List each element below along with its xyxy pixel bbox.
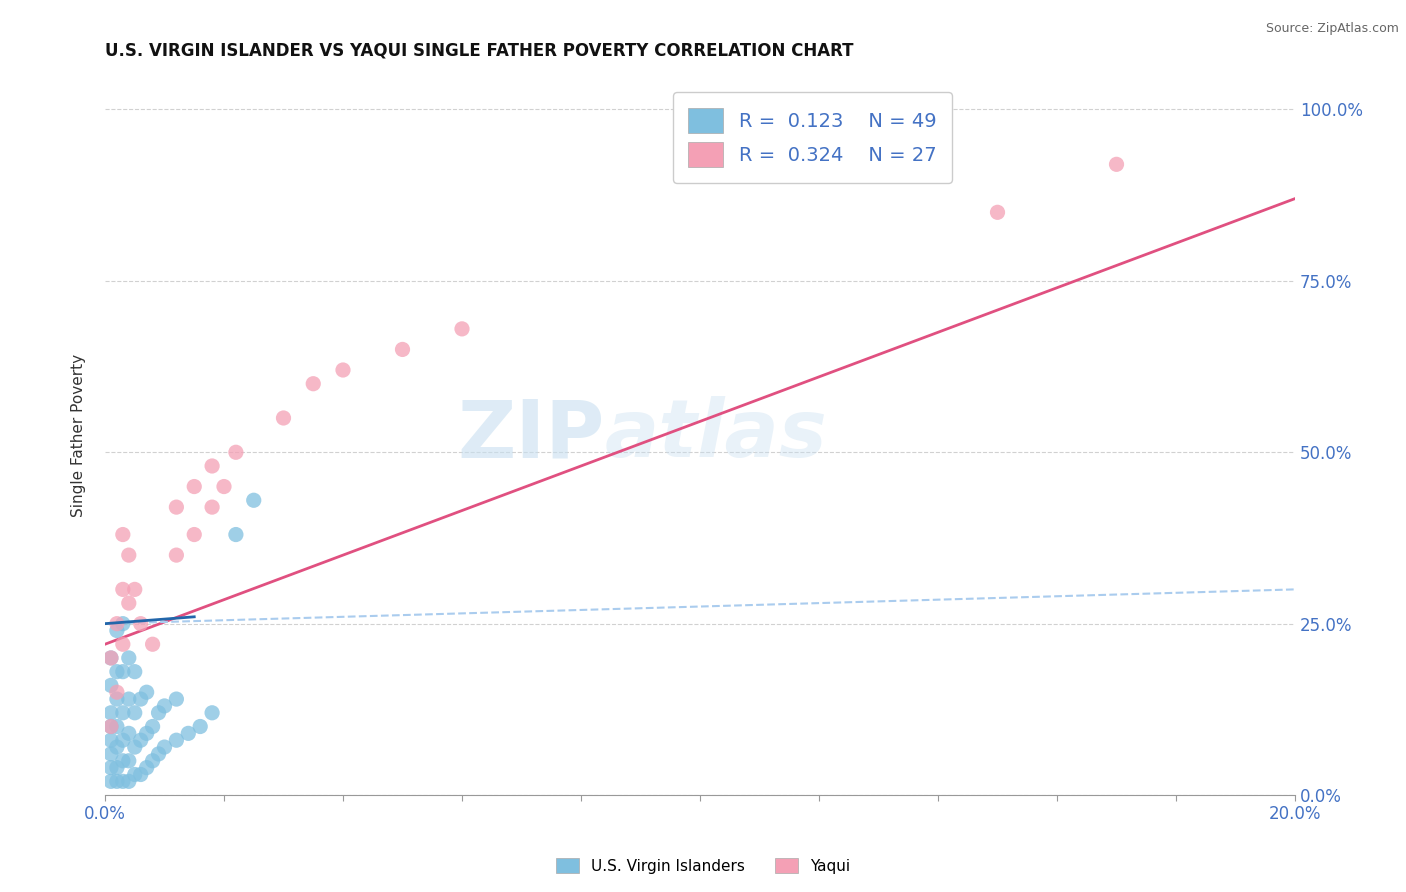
Point (135, 685, 157, 699)
Point (165, 548, 187, 562)
Point (142, 719, 165, 733)
Point (273, 411, 295, 425)
Point (142, 637, 165, 651)
Point (100, 706, 122, 720)
Point (129, 692, 152, 706)
Point (111, 527, 134, 541)
Point (201, 706, 224, 720)
Point (183, 479, 205, 493)
Point (100, 733, 122, 747)
Point (111, 665, 134, 679)
Point (105, 685, 128, 699)
Point (124, 665, 146, 679)
Point (100, 719, 122, 733)
Point (142, 754, 165, 768)
Point (1105, 157, 1128, 171)
Point (183, 527, 205, 541)
Point (124, 582, 146, 597)
Text: Source: ZipAtlas.com: Source: ZipAtlas.com (1265, 22, 1399, 36)
Text: ZIP: ZIP (457, 396, 605, 475)
Text: atlas: atlas (605, 396, 828, 475)
Point (135, 726, 157, 740)
Legend: U.S. Virgin Islanders, Yaqui: U.S. Virgin Islanders, Yaqui (550, 852, 856, 880)
Point (201, 458, 224, 473)
Point (111, 616, 134, 631)
Point (111, 774, 134, 789)
Point (111, 733, 134, 747)
Point (129, 616, 152, 631)
Point (111, 637, 134, 651)
Point (111, 706, 134, 720)
Point (100, 651, 122, 665)
Point (118, 692, 141, 706)
Point (118, 596, 141, 610)
Point (105, 624, 128, 638)
Point (391, 343, 413, 357)
Point (100, 761, 122, 775)
Point (105, 740, 128, 755)
Point (148, 747, 170, 761)
Point (118, 548, 141, 562)
Point (105, 692, 128, 706)
Point (100, 678, 122, 692)
Y-axis label: Single Father Poverty: Single Father Poverty (72, 353, 86, 516)
Point (165, 500, 187, 515)
Point (111, 582, 134, 597)
Point (118, 726, 141, 740)
Point (201, 500, 224, 515)
Point (177, 726, 200, 740)
Point (118, 754, 141, 768)
Point (212, 479, 235, 493)
Point (135, 761, 157, 775)
Point (188, 719, 211, 733)
Point (225, 527, 247, 541)
Point (118, 774, 141, 789)
Point (105, 719, 128, 733)
Point (153, 740, 176, 755)
Point (302, 376, 325, 391)
Point (100, 651, 122, 665)
Point (129, 767, 152, 781)
Point (986, 205, 1008, 219)
Point (111, 754, 134, 768)
Point (332, 363, 354, 377)
Point (100, 747, 122, 761)
Point (118, 651, 141, 665)
Point (105, 774, 128, 789)
Point (242, 493, 264, 508)
Point (451, 322, 474, 336)
Point (105, 616, 128, 631)
Point (129, 733, 152, 747)
Point (165, 692, 187, 706)
Point (153, 698, 176, 713)
Point (100, 719, 122, 733)
Point (124, 740, 146, 755)
Point (124, 706, 146, 720)
Point (165, 733, 187, 747)
Point (100, 774, 122, 789)
Legend: R =  0.123    N = 49, R =  0.324    N = 27: R = 0.123 N = 49, R = 0.324 N = 27 (673, 92, 952, 183)
Point (124, 767, 146, 781)
Text: U.S. VIRGIN ISLANDER VS YAQUI SINGLE FATHER POVERTY CORRELATION CHART: U.S. VIRGIN ISLANDER VS YAQUI SINGLE FAT… (105, 42, 853, 60)
Point (105, 665, 128, 679)
Point (148, 706, 170, 720)
Point (225, 445, 247, 459)
Point (105, 761, 128, 775)
